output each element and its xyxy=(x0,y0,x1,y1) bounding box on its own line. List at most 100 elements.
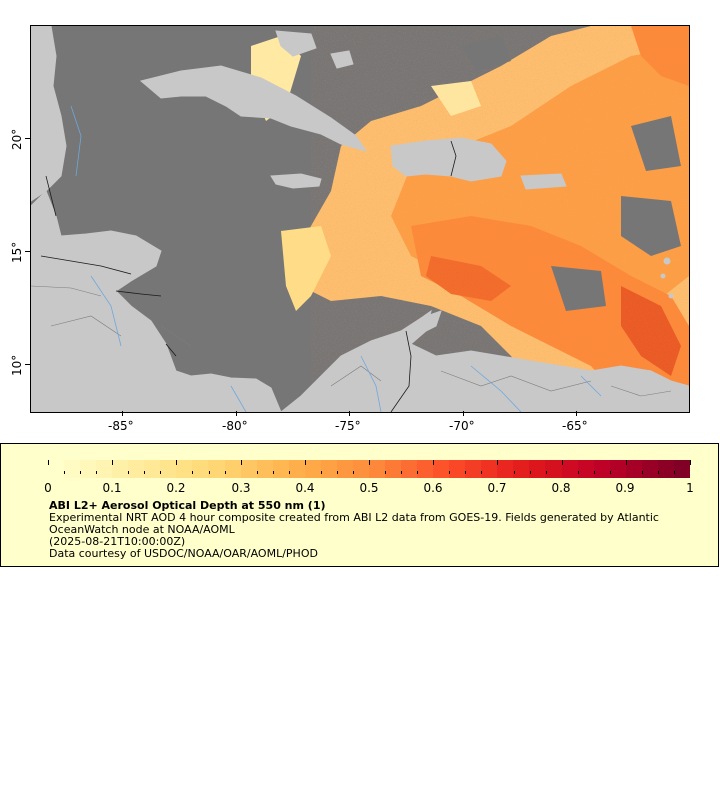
colorbar-tick xyxy=(80,471,82,474)
colorbar-tick xyxy=(465,471,467,474)
legend-description: Experimental NRT AOD 4 hour composite cr… xyxy=(49,511,659,536)
y-tick xyxy=(25,364,30,365)
colorbar-tick xyxy=(577,471,579,474)
legend-timestamp: (2025-08-21T10:00:00Z) xyxy=(49,535,186,548)
colorbar-segment xyxy=(497,460,514,478)
colorbar-tick xyxy=(304,460,306,465)
colorbar-segment xyxy=(288,460,305,478)
colorbar-tick xyxy=(690,460,691,465)
x-axis-label: -85° xyxy=(108,419,134,433)
colorbar-label: 0.9 xyxy=(615,481,635,495)
colorbar-tick xyxy=(112,460,114,465)
colorbar-tick xyxy=(401,471,403,474)
x-tick xyxy=(576,411,577,416)
colorbar-tick xyxy=(369,460,370,465)
colorbar-label: 0.4 xyxy=(295,481,315,495)
colorbar-segment xyxy=(384,460,402,478)
colorbar-tick xyxy=(545,471,547,474)
colorbar-segment xyxy=(545,460,562,478)
colorbar-segment xyxy=(208,460,225,478)
colorbar-segment xyxy=(64,460,81,478)
colorbar-tick xyxy=(320,471,322,474)
colorbar-tick xyxy=(529,471,531,474)
colorbar-tick xyxy=(272,471,274,474)
x-tick xyxy=(463,411,464,416)
colorbar-tick xyxy=(625,460,627,465)
colorbar-segment xyxy=(128,460,145,478)
colorbar-tick xyxy=(657,471,659,474)
colorbar-segment xyxy=(240,460,257,478)
colorbar-labels: 0 0.1 0.2 0.3 0.4 0.5 0.6 0.7 0.8 0.9 1 xyxy=(1,481,718,497)
colorbar-label: 0 xyxy=(44,481,52,495)
colorbar-label: 0.7 xyxy=(487,481,507,495)
y-tick xyxy=(25,138,30,139)
colorbar-tick xyxy=(288,471,290,474)
colorbar-segment xyxy=(224,460,241,478)
x-tick xyxy=(236,411,237,416)
colorbar-segment xyxy=(336,460,353,478)
map-panel xyxy=(30,25,690,413)
legend-panel: 0 0.1 0.2 0.3 0.4 0.5 0.6 0.7 0.8 0.9 1 … xyxy=(0,443,719,567)
colorbar-segment xyxy=(433,460,450,478)
aod-map xyxy=(31,26,689,412)
colorbar-segment xyxy=(160,460,177,478)
colorbar-segment xyxy=(320,460,337,478)
colorbar-tick xyxy=(385,471,387,474)
colorbar-segment xyxy=(80,460,97,478)
colorbar-tick xyxy=(192,471,194,474)
colorbar-label: 1 xyxy=(686,481,694,495)
colorbar-segment xyxy=(401,460,418,478)
colorbar-tick xyxy=(64,471,65,474)
colorbar-segment xyxy=(256,460,273,478)
colorbar-tick xyxy=(48,460,49,465)
x-axis-label: -75° xyxy=(335,419,361,433)
state-borders xyxy=(31,285,672,397)
colorbar-segment xyxy=(513,460,530,478)
x-axis-label: -80° xyxy=(222,419,248,433)
colorbar-segment xyxy=(96,460,113,478)
colorbar-segment xyxy=(112,460,129,478)
colorbar-segment xyxy=(625,460,642,478)
colorbar-tick xyxy=(208,471,210,474)
colorbar-segment xyxy=(352,460,369,478)
colorbar-tick xyxy=(176,460,178,465)
colorbar-segment xyxy=(593,460,610,478)
colorbar-tick xyxy=(240,460,242,465)
colorbar-tick xyxy=(609,471,611,474)
colorbar-segment xyxy=(449,460,466,478)
colorbar-segment xyxy=(577,460,594,478)
colorbar-segment xyxy=(304,460,321,478)
colorbar-tick xyxy=(144,471,146,474)
land-masses xyxy=(31,26,689,412)
colorbar-label: 0.6 xyxy=(423,481,443,495)
colorbar-tick xyxy=(513,471,515,474)
colorbar-tick xyxy=(96,471,98,474)
aerosol-overlay xyxy=(31,26,689,412)
colorbar-tick xyxy=(160,471,162,474)
colorbar-segment xyxy=(192,460,209,478)
colorbar-tick xyxy=(417,471,419,474)
colorbar-segment xyxy=(561,460,578,478)
colorbar-segment xyxy=(657,460,674,478)
colorbar-tick xyxy=(674,471,675,474)
colorbar-tick xyxy=(433,460,435,465)
colorbar xyxy=(48,460,690,478)
colorbar-tick xyxy=(128,471,130,474)
colorbar-tick xyxy=(352,471,354,474)
colorbar-segment xyxy=(673,460,690,478)
x-tick xyxy=(122,411,123,416)
colorbar-segment xyxy=(144,460,161,478)
colorbar-label: 0.8 xyxy=(551,481,571,495)
y-axis-label: 10° xyxy=(10,354,24,376)
colorbar-label: 0.1 xyxy=(102,481,122,495)
x-axis-label: -65° xyxy=(562,419,588,433)
colorbar-tick xyxy=(481,471,483,474)
colorbar-tick xyxy=(497,460,499,465)
colorbar-tick xyxy=(641,471,643,474)
legend-text: ABI L2+ Aerosol Optical Depth at 550 nm … xyxy=(49,500,689,560)
colorbar-label: 0.3 xyxy=(231,481,251,495)
y-axis-label: 20° xyxy=(10,128,24,150)
colorbar-segment xyxy=(641,460,658,478)
colorbar-segment xyxy=(609,460,626,478)
country-borders xyxy=(40,140,457,412)
